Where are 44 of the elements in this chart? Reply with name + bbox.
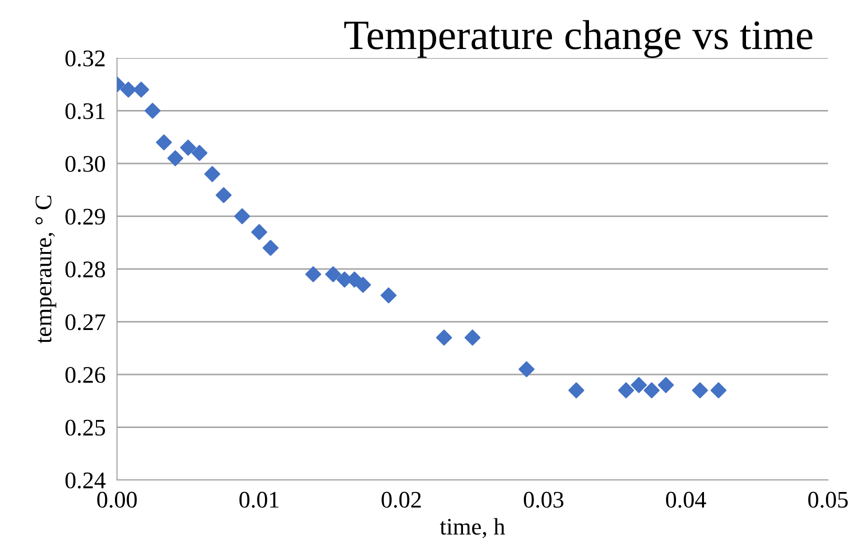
y-tick-label: 0.25	[65, 420, 105, 436]
x-tick-label: 0.05	[808, 492, 848, 508]
point	[156, 134, 172, 150]
x-tick-label: 0.00	[97, 492, 137, 508]
point	[644, 382, 660, 398]
point	[518, 361, 535, 378]
x-axis-title: time, h	[440, 518, 505, 538]
point	[464, 330, 480, 346]
point	[262, 240, 279, 256]
point	[251, 224, 268, 240]
point	[180, 140, 196, 156]
y-tick-label: 0.29	[65, 208, 105, 225]
point	[192, 144, 208, 161]
y-tick-label: 0.31	[65, 103, 104, 120]
x-tick-label: 0.02	[382, 492, 421, 508]
y-tick-label: 0.30	[65, 156, 105, 172]
chart-title: Temperature change vs time	[344, 20, 812, 58]
point	[144, 102, 161, 119]
point	[133, 82, 150, 98]
point	[658, 377, 674, 394]
point	[204, 166, 220, 182]
point	[630, 377, 647, 394]
y-tick-label: 0.32	[65, 50, 105, 67]
point	[234, 208, 250, 224]
point	[380, 287, 397, 304]
y-tick-label: 0.24	[65, 472, 106, 489]
point	[710, 382, 726, 398]
point	[216, 187, 232, 204]
point	[120, 82, 136, 98]
x-tick-label: 0.04	[666, 492, 706, 508]
point	[568, 382, 584, 398]
point	[436, 330, 452, 346]
y-tick-label: 0.27	[65, 314, 106, 330]
y-axis-title: temperaure, ° C	[36, 196, 56, 344]
point	[692, 382, 708, 398]
point	[355, 276, 371, 293]
point	[305, 266, 322, 282]
point	[618, 382, 634, 398]
point	[325, 266, 342, 282]
y-tick-label: 0.28	[65, 261, 105, 278]
point	[167, 150, 184, 166]
x-tick-label: 0.03	[524, 492, 564, 508]
x-tick-label: 0.01	[239, 492, 278, 508]
y-tick-label: 0.26	[65, 366, 106, 384]
